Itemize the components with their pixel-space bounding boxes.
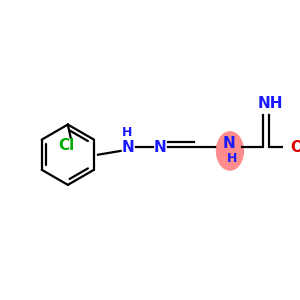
Text: O: O <box>290 140 300 155</box>
Text: N: N <box>154 140 167 155</box>
Text: N: N <box>122 140 134 155</box>
Text: Cl: Cl <box>58 138 74 153</box>
Ellipse shape <box>216 131 244 171</box>
Text: NH: NH <box>258 96 283 111</box>
Text: N: N <box>223 136 236 151</box>
Text: H: H <box>122 126 132 139</box>
Text: H: H <box>226 152 237 165</box>
Ellipse shape <box>284 134 300 160</box>
